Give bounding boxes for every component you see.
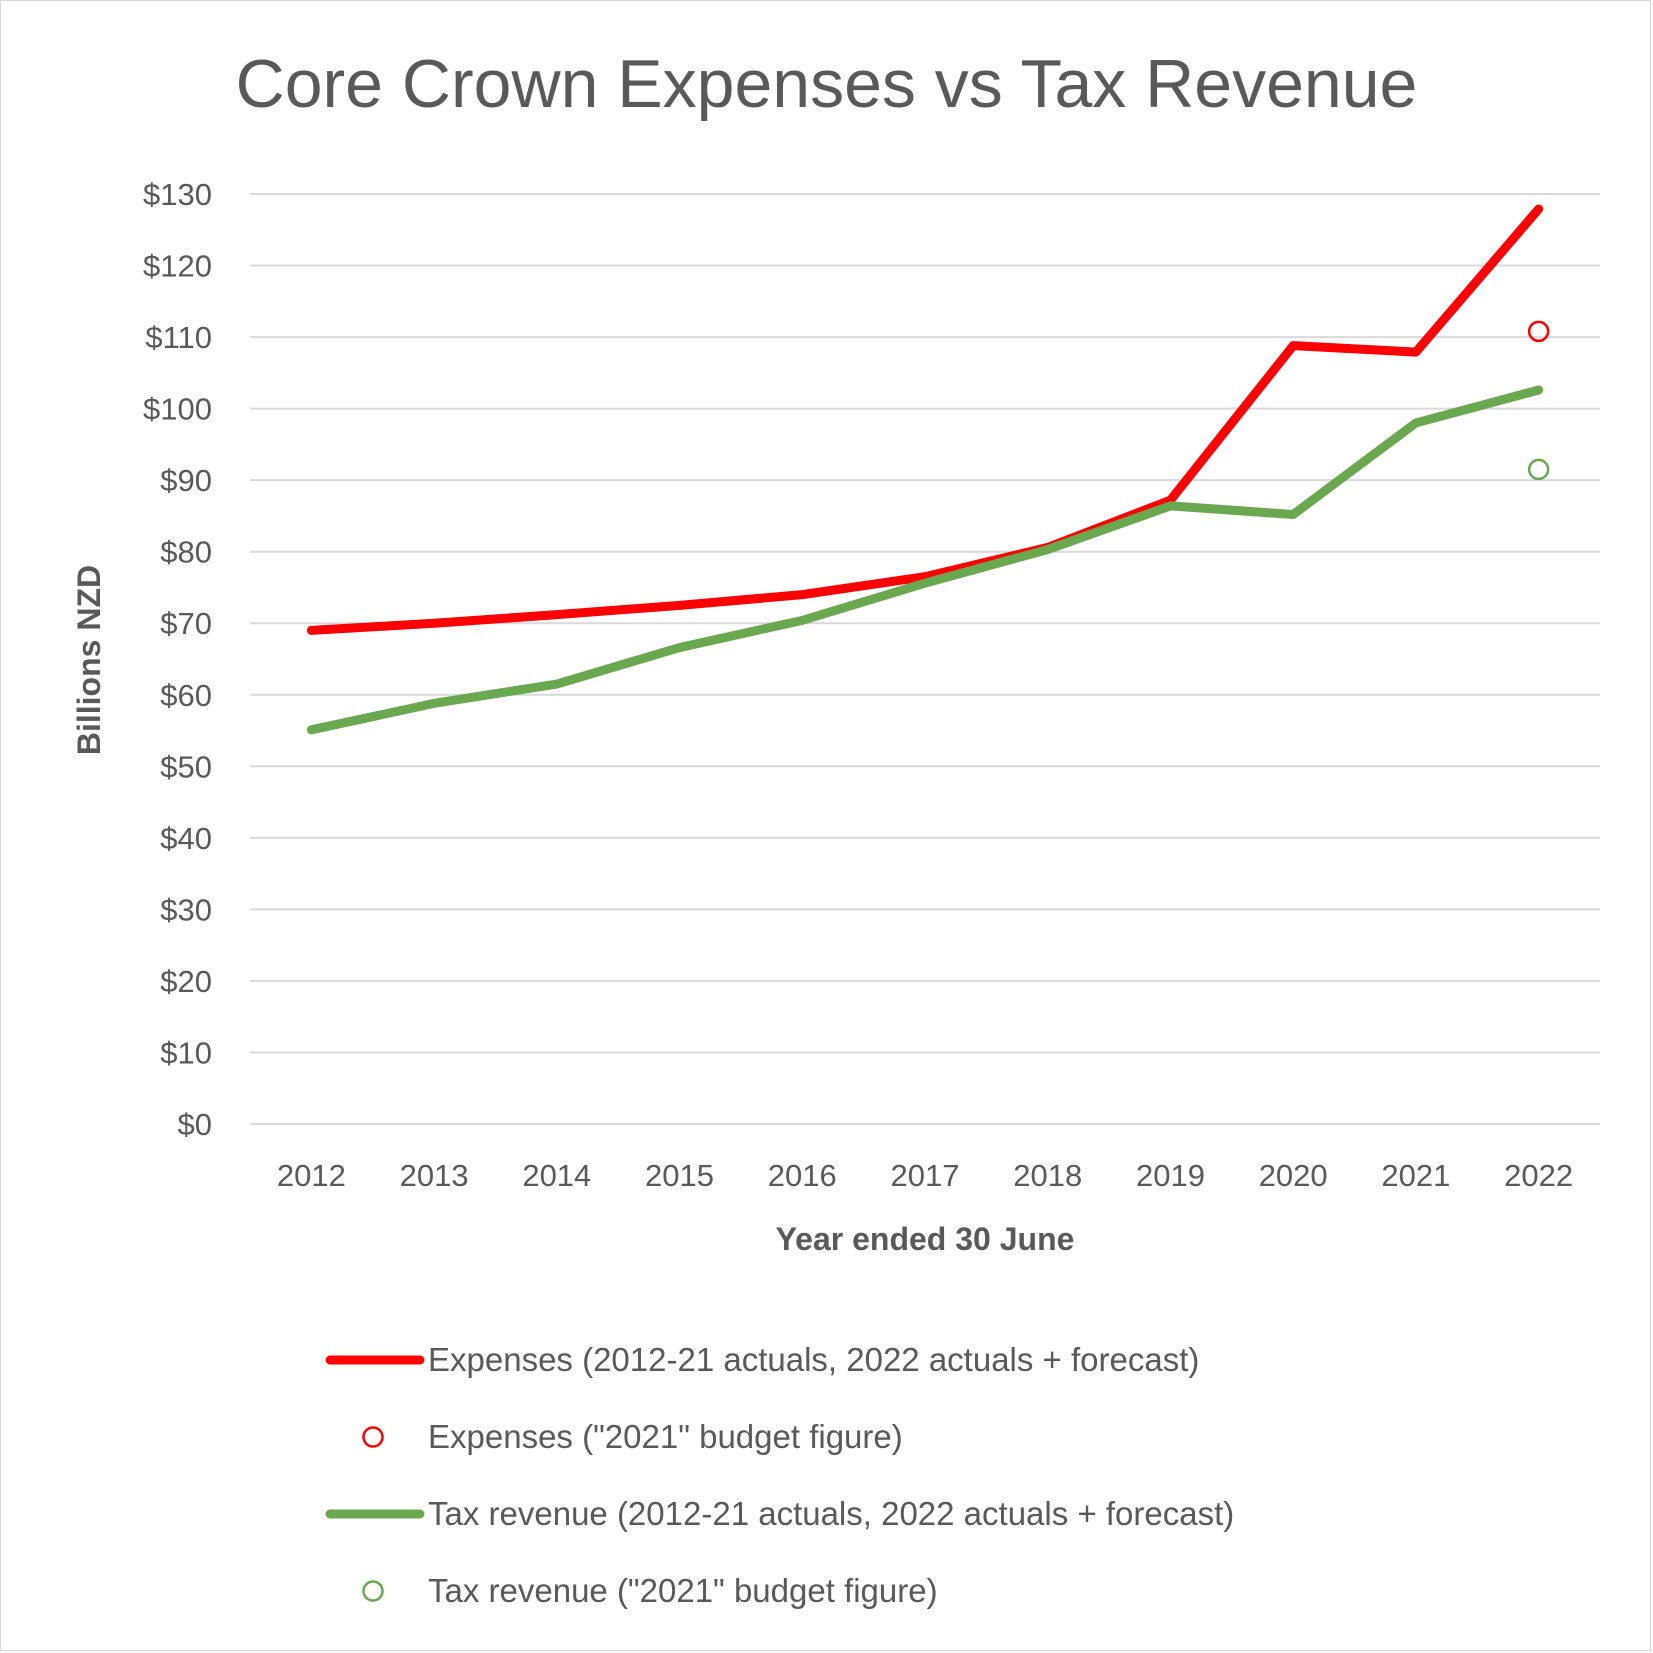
y-tick-labels: $0 $10 $20 $30 $40 $50 $60 $70 $80 $90 $100 $110 $12… [143, 177, 212, 1142]
y-tick-label: $10 [160, 1035, 212, 1070]
budget-marker [1527, 320, 1550, 343]
x-tick-label: 2015 [645, 1158, 714, 1193]
legend-label: Tax revenue (2012-21 actuals, 2022 actua… [428, 1495, 1234, 1532]
y-tick-label: $0 [178, 1107, 212, 1142]
y-tick-label: $110 [145, 320, 212, 355]
legend-label: Expenses (2012-21 actuals, 2022 actuals … [428, 1341, 1199, 1378]
legend-label: Tax revenue ("2021" budget figure) [428, 1572, 938, 1609]
x-tick-label: 2013 [400, 1158, 469, 1193]
y-tick-label: $120 [143, 249, 212, 284]
series-line-2 [306, 385, 1544, 735]
x-tick-label: 2020 [1259, 1158, 1328, 1193]
y-tick-label: $130 [143, 177, 212, 212]
x-tick-label: 2018 [1013, 1158, 1082, 1193]
y-tick-label: $30 [160, 892, 212, 927]
y-axis-title: Billions NZD [71, 565, 107, 755]
y-tick-label: $100 [143, 392, 212, 427]
y-tick-label: $20 [160, 964, 212, 999]
x-tick-label: 2016 [768, 1158, 837, 1193]
y-tick-label: $70 [160, 606, 212, 641]
x-tick-label: 2022 [1504, 1158, 1573, 1193]
legend: Expenses (2012-21 actuals, 2022 actuals … [325, 1341, 1234, 1609]
gridlines [250, 193, 1600, 1125]
y-tick-label: $40 [160, 821, 212, 856]
budget-marker [1527, 458, 1550, 481]
y-tick-label: $60 [160, 678, 212, 713]
series-group [306, 204, 1550, 735]
x-tick-label: 2019 [1136, 1158, 1205, 1193]
y-tick-label: $90 [160, 463, 212, 498]
legend-marker-swatch [362, 1426, 384, 1448]
y-tick-label: $50 [160, 749, 212, 784]
chart-title: Core Crown Expenses vs Tax Revenue [235, 46, 1418, 122]
legend-label: Expenses ("2021" budget figure) [428, 1418, 903, 1455]
x-axis-title: Year ended 30 June [776, 1221, 1075, 1257]
x-tick-label: 2014 [522, 1158, 591, 1193]
x-tick-labels: 2012 2013 2014 2015 2016 2017 2018 2019 2020 2021… [277, 1158, 1573, 1193]
x-tick-label: 2017 [891, 1158, 960, 1193]
series-line-0 [306, 204, 1544, 635]
legend-marker-swatch [362, 1580, 384, 1602]
x-tick-label: 2021 [1381, 1158, 1450, 1193]
y-tick-label: $80 [160, 535, 212, 570]
x-tick-label: 2012 [277, 1158, 346, 1193]
